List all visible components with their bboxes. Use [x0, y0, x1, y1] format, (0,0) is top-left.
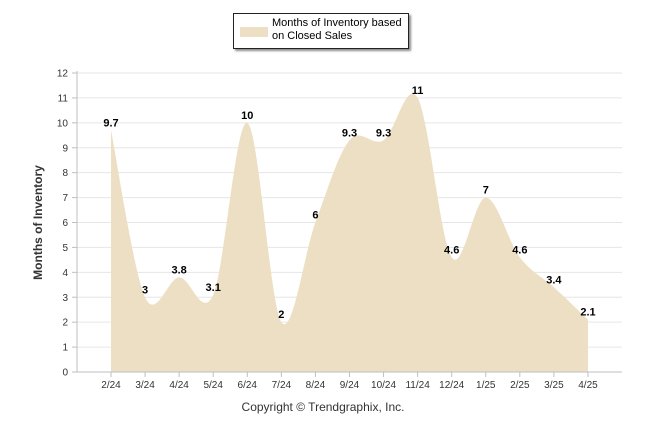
y-tick-label: 12: [57, 69, 69, 80]
y-tick-label: 9: [62, 143, 68, 154]
data-label: 9.3: [342, 127, 357, 139]
data-label: 9.3: [376, 127, 391, 139]
x-tick-label: 12/24: [439, 380, 464, 391]
y-tick-label: 6: [62, 218, 68, 229]
data-label: 10: [241, 110, 253, 122]
x-tick-label: 2/25: [510, 380, 530, 391]
data-label: 4.6: [444, 244, 459, 256]
x-tick-label: 4/25: [578, 380, 598, 391]
x-tick-label: 1/25: [476, 380, 496, 391]
y-tick-label: 11: [58, 93, 69, 104]
x-tick-label: 4/24: [169, 380, 189, 391]
data-label: 2: [278, 309, 284, 321]
data-label: 7: [483, 185, 489, 197]
data-label: 4.6: [512, 244, 527, 256]
x-tick-label: 3/25: [544, 380, 564, 391]
y-tick-label: 7: [62, 193, 68, 204]
y-tick-label: 2: [62, 318, 68, 329]
data-label: 9.7: [103, 117, 118, 129]
y-axis-title: Months of Inventory: [31, 165, 45, 280]
y-tick-label: 0: [62, 368, 68, 379]
x-tick-label: 9/24: [340, 380, 360, 391]
data-label: 11: [412, 85, 424, 97]
data-label: 3.8: [171, 264, 186, 276]
y-tick-label: 10: [57, 118, 69, 129]
legend-swatch: [240, 27, 268, 37]
data-label: 3.4: [546, 274, 562, 286]
x-tick-label: 7/24: [272, 380, 292, 391]
data-label: 6: [312, 210, 318, 222]
y-tick-label: 4: [62, 268, 68, 279]
x-tick-label: 5/24: [203, 380, 223, 391]
x-tick-label: 11/24: [405, 380, 430, 391]
y-tick-label: 8: [62, 168, 68, 179]
legend: Months of Inventory based on Closed Sale…: [233, 13, 409, 49]
x-tick-label: 10/24: [371, 380, 396, 391]
x-tick-labels: 2/24 3/24 4/24 5/24 6/24 7/24 8/24 9/24 10/24 11/…: [101, 372, 598, 391]
x-tick-label: 6/24: [238, 380, 258, 391]
legend-label: Months of Inventory based on Closed Sale…: [272, 17, 402, 42]
y-tick-label: 1: [62, 343, 68, 354]
data-label: 2.1: [580, 307, 595, 319]
y-tick-label: 3: [62, 293, 68, 304]
area-series: [111, 93, 588, 372]
data-label: 3.1: [206, 282, 221, 294]
area-series-path: [111, 93, 588, 372]
data-label: 3: [142, 284, 148, 296]
data-labels: 9.7 3 3.8 3.1 10 2 6 9.3 9.3 11 4.6 7 4.6 3.4 2.1: [103, 85, 595, 321]
copyright-footer: Copyright © Trendgraphix, Inc.: [241, 400, 405, 414]
y-tick-label: 5: [62, 243, 68, 254]
x-tick-label: 2/24: [101, 380, 121, 391]
x-tick-label: 8/24: [306, 380, 326, 391]
x-tick-label: 3/24: [135, 380, 155, 391]
